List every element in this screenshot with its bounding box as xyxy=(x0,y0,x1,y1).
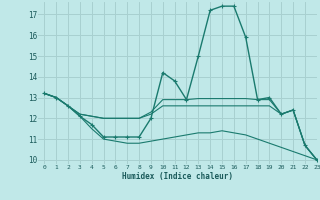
X-axis label: Humidex (Indice chaleur): Humidex (Indice chaleur) xyxy=(122,172,233,181)
